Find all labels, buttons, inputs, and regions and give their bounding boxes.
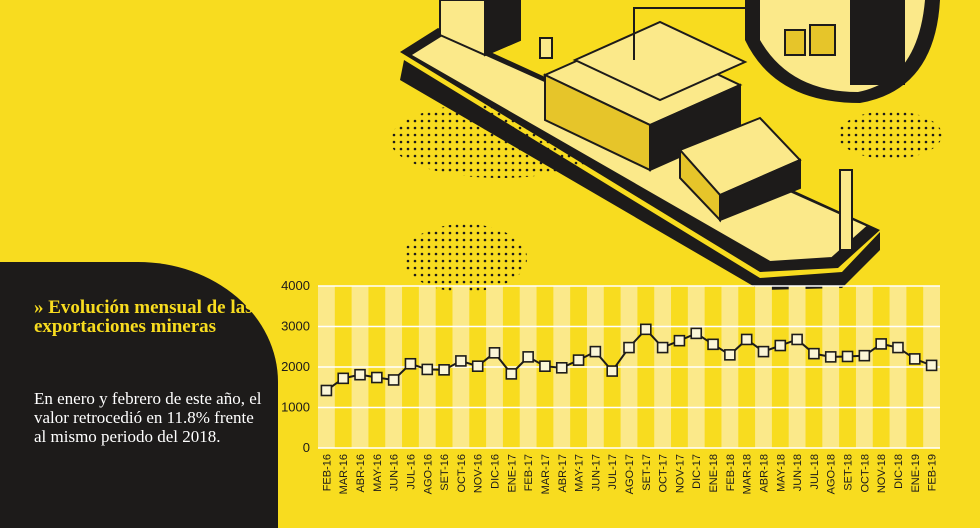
y-tick-label: 2000	[281, 359, 310, 374]
data-point	[387, 374, 400, 386]
data-point	[522, 351, 534, 363]
x-tick-label: ABR-18	[758, 454, 770, 493]
y-tick-label: 0	[303, 440, 310, 455]
data-point	[808, 347, 820, 360]
x-tick-label: FEB-17	[523, 454, 535, 491]
x-tick-label: AGO-18	[826, 454, 838, 494]
x-tick-label: NOV-18	[876, 454, 888, 493]
x-tick-label: ENE-17	[506, 454, 518, 493]
data-point	[371, 371, 383, 384]
data-point	[572, 354, 585, 366]
x-tick-label: JUL-18	[809, 454, 821, 489]
containers	[542, 20, 802, 223]
x-tick-label: MAR-17	[540, 454, 552, 494]
data-point	[421, 363, 434, 376]
data-point	[640, 323, 652, 336]
y-tick-label: 3000	[281, 319, 310, 334]
x-tick-label: FEB-18	[725, 454, 737, 491]
data-point	[488, 347, 501, 359]
data-point	[841, 350, 854, 363]
data-point	[337, 372, 350, 385]
bridge-tower	[439, 0, 553, 59]
halftone-patch	[838, 111, 942, 159]
panel-body: En enero y febrero de este año, el valor…	[34, 389, 262, 446]
x-tick-label: FEB-19	[927, 454, 939, 491]
panel-title: » Evolución mensual de las exportaciones…	[34, 297, 253, 337]
data-point	[690, 327, 703, 340]
x-tick-label: FEB-16	[321, 454, 333, 491]
data-point	[606, 365, 618, 377]
x-tick-label: ABR-16	[355, 454, 367, 493]
callout-line	[633, 7, 750, 60]
x-tick-label: AGO-17	[624, 454, 636, 494]
data-point	[824, 351, 837, 363]
x-tick-label: JUN-18	[792, 454, 804, 491]
x-tick-label: MAY-18	[775, 454, 787, 492]
data-point	[505, 368, 518, 380]
data-point	[740, 333, 753, 346]
x-tick-label: MAR-16	[338, 454, 350, 494]
data-point	[892, 341, 904, 354]
data-point	[875, 338, 887, 350]
data-point	[774, 339, 787, 352]
info-panel	[0, 262, 278, 528]
data-point	[673, 334, 686, 347]
data-point	[908, 353, 921, 365]
data-point	[925, 359, 938, 372]
x-tick-label: NOV-16	[473, 454, 485, 493]
y-tick-label: 1000	[281, 400, 310, 415]
data-point	[320, 384, 333, 397]
data-point	[589, 345, 602, 358]
x-tick-label: SET-16	[439, 454, 451, 491]
x-tick-label: AGO-16	[422, 454, 434, 494]
y-tick-label: 4000	[281, 278, 310, 293]
x-tick-label: ABR-17	[557, 454, 569, 493]
x-tick-label: SET-17	[641, 454, 653, 491]
data-point	[707, 338, 719, 351]
data-point	[555, 362, 568, 374]
x-tick-label: ENE-19	[910, 454, 922, 493]
data-point	[354, 368, 366, 381]
x-tick-label: DIC-18	[893, 454, 905, 489]
halftone-patch	[403, 224, 527, 292]
data-point	[455, 355, 467, 367]
data-point	[791, 333, 803, 346]
ship-mast	[839, 169, 853, 251]
x-tick-label: OCT-18	[859, 454, 871, 493]
data-point	[623, 341, 635, 354]
x-tick-label: JUL-17	[607, 454, 619, 489]
data-point	[471, 360, 484, 372]
x-tick-label: MAY-16	[372, 454, 384, 492]
x-tick-label: JUN-16	[389, 454, 401, 491]
x-tick-label: OCT-16	[456, 454, 468, 493]
data-point	[438, 364, 450, 376]
data-point	[858, 349, 871, 362]
x-tick-label: DIC-16	[490, 454, 502, 489]
data-point	[724, 349, 736, 361]
x-tick-label: MAR-18	[742, 454, 754, 494]
x-tick-label: JUN-17	[590, 454, 602, 491]
x-tick-label: NOV-17	[674, 454, 686, 493]
data-point	[757, 345, 770, 358]
x-tick-label: OCT-17	[658, 454, 670, 493]
data-point	[656, 341, 669, 354]
data-point	[404, 357, 417, 370]
x-tick-label: SET-18	[843, 454, 855, 491]
x-tick-label: MAY-17	[574, 454, 586, 492]
x-tick-label: JUL-16	[405, 454, 417, 489]
x-tick-label: DIC-17	[691, 454, 703, 489]
data-point	[539, 360, 551, 372]
container-inset-illustration	[745, 0, 940, 103]
x-tick-label: ENE-18	[708, 454, 720, 493]
